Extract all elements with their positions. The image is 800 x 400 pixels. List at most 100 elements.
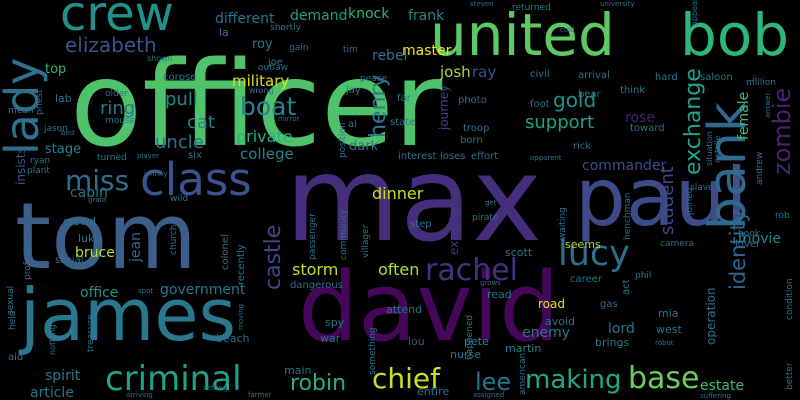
word-johnny: johnny	[143, 170, 168, 178]
word-rob: rob	[775, 211, 790, 221]
word-ryan: ryan	[30, 156, 50, 166]
word-castle: castle	[261, 225, 286, 290]
word-joined: joined	[685, 188, 695, 216]
word-government: government	[160, 282, 246, 298]
word-better: better	[785, 362, 795, 390]
word-bed: bed	[61, 129, 74, 137]
word-tim: tim	[343, 45, 358, 55]
word-henchman: henchman	[623, 192, 633, 240]
word-article: article	[30, 385, 74, 400]
word-james: james	[18, 273, 236, 357]
word-wild: wild	[170, 194, 188, 204]
word-professor: professor	[23, 238, 33, 280]
word-answer: answer	[764, 93, 772, 118]
word-avoid: avoid	[545, 315, 575, 328]
word-toward: toward	[630, 123, 665, 134]
word-apparent: apparent	[530, 154, 562, 162]
word-hook: hook	[738, 229, 761, 239]
word-cat: cat	[187, 112, 215, 133]
word-ii: ii	[752, 75, 757, 85]
word-slave: slave	[690, 183, 714, 193]
word-natalie: natalie	[713, 136, 722, 163]
word-loses: loses	[440, 151, 465, 162]
word-david: david	[298, 253, 559, 363]
word-military: military	[232, 72, 289, 90]
word-gold: gold	[553, 88, 596, 112]
word-class: class	[140, 153, 252, 206]
word-paul: paul	[575, 151, 748, 244]
word-frank: frank	[408, 8, 445, 24]
word-photo: photo	[458, 95, 487, 106]
word-boat: boat	[240, 92, 296, 121]
word-far: far	[397, 93, 412, 104]
word-entire: entire	[417, 385, 449, 398]
word-older: older	[105, 89, 128, 99]
word-joe: joe	[267, 57, 283, 68]
word-appear: appear	[690, 0, 699, 26]
word-treasure: treasure	[86, 314, 96, 352]
word-returned: returned	[512, 3, 551, 13]
word-assigned: assigned	[473, 391, 504, 399]
word-operation: operation	[704, 287, 718, 345]
word-college: college	[240, 145, 294, 163]
word-pull: pull	[165, 89, 198, 110]
word-top: top	[45, 62, 66, 77]
word-nothing: nothing	[48, 324, 57, 355]
word-state: state	[390, 117, 415, 128]
word-different: different	[215, 11, 275, 27]
word-lord: lord	[608, 321, 635, 337]
word-million: million	[746, 78, 776, 88]
word-elizabeth: elizabeth	[65, 33, 157, 57]
word-waiting: waiting	[558, 207, 568, 240]
word-brings: brings	[595, 336, 630, 349]
word-henry: henry	[366, 75, 391, 139]
word-chief: chief	[372, 362, 441, 395]
word-luke: luke	[78, 232, 101, 245]
word-arrival: arrival	[578, 70, 610, 81]
word-office: office	[80, 285, 118, 301]
word-lady: lady	[0, 58, 49, 155]
word-lucy: lucy	[558, 234, 630, 274]
word-journey: journey	[437, 85, 451, 131]
word-saloon: saloon	[700, 72, 733, 83]
word-outlaw: outlaw	[258, 63, 288, 73]
word-crowd: crowd	[63, 215, 96, 228]
word-condition: condition	[785, 278, 795, 320]
word-career: career	[570, 274, 603, 285]
word-six: six	[188, 150, 202, 161]
word-act: act	[621, 279, 632, 295]
word-seems: seems	[565, 238, 601, 251]
word-jean: jean	[128, 232, 144, 263]
word-ring: ring	[100, 98, 135, 119]
word-lee: lee	[475, 368, 511, 396]
word-criminal: criminal	[105, 359, 242, 399]
word-andrew: andrew	[755, 152, 765, 185]
word-position: position	[338, 122, 348, 158]
word-demand: demand	[290, 8, 347, 24]
word-uncle: uncle	[155, 132, 204, 153]
word-gas: gas	[600, 299, 618, 310]
word-making: making	[525, 365, 622, 395]
word-spirit: spirit	[45, 368, 81, 384]
word-sexual: sexual	[6, 286, 16, 315]
word-exchange: exchange	[681, 68, 706, 175]
word-beach: beach	[216, 332, 250, 345]
word-villager: villager	[361, 224, 371, 258]
word-bruce: bruce	[75, 245, 115, 261]
word-american: american	[518, 353, 528, 395]
word-jason: jason	[43, 124, 68, 134]
word-master: master	[402, 43, 452, 59]
word-al: al	[348, 119, 357, 130]
word-support: support	[525, 112, 594, 133]
word-rick: rick	[573, 141, 591, 152]
word-rachel: rachel	[425, 253, 518, 288]
word-dangerous: dangerous	[290, 280, 343, 291]
word-lou: lou	[408, 335, 425, 348]
word-estate: estate	[700, 378, 744, 394]
word-base: base	[628, 361, 700, 396]
word-cover: cover	[731, 163, 741, 188]
word-mean: mean	[8, 106, 34, 116]
word-nurse: nurse	[450, 348, 481, 361]
word-experience: experience	[447, 188, 461, 255]
